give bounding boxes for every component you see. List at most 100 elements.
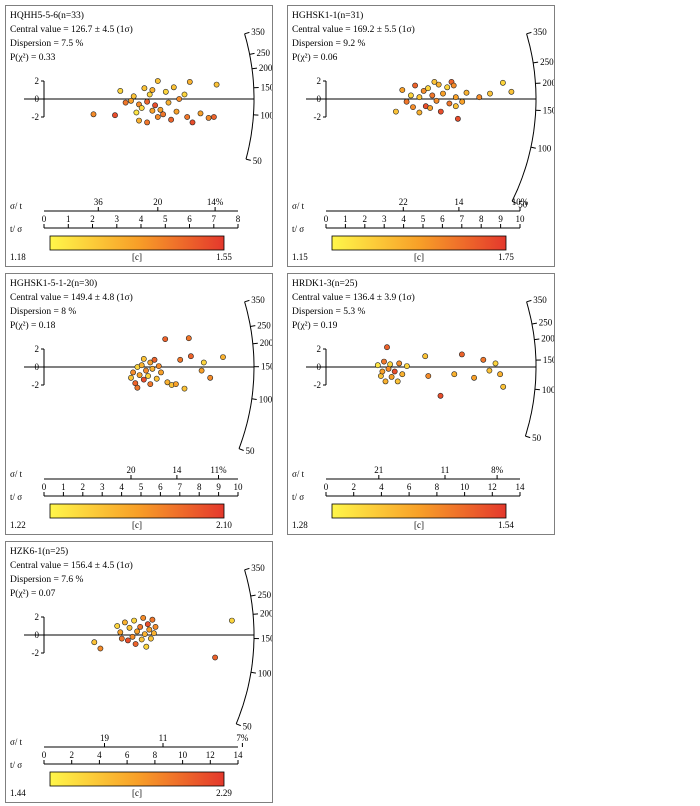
data-point <box>463 89 470 96</box>
colorbar-max-label: 1.54 <box>498 520 514 530</box>
x-tick-label: 10 <box>516 214 526 224</box>
data-point <box>486 367 493 374</box>
data-point <box>459 98 466 105</box>
radial-plot-panel-4: HRDK1-3(n=25) Central value = 136.4 ± 3.9… <box>287 273 555 535</box>
radial-scale-arc <box>524 301 537 437</box>
data-point <box>146 626 153 633</box>
y-tick-label: -2 <box>32 648 40 658</box>
arc-tick-label: 350 <box>251 295 265 305</box>
data-point <box>450 82 457 89</box>
data-point <box>425 373 432 379</box>
data-point <box>132 641 139 647</box>
data-point <box>150 630 157 637</box>
data-point <box>129 633 136 640</box>
data-point <box>165 99 172 106</box>
stat-line-2: Dispersion = 7.5 % <box>10 39 84 49</box>
data-point <box>207 374 214 381</box>
data-point <box>137 624 144 630</box>
data-point <box>425 85 431 92</box>
data-point <box>427 105 433 111</box>
arc-tick <box>238 448 244 451</box>
data-point <box>387 361 393 368</box>
data-point <box>198 367 205 374</box>
x-tick-label: 0 <box>42 214 47 224</box>
radial-plot-2: HGHSK1-1(n=31) Central value = 169.2 ± 5.… <box>292 10 556 262</box>
arc-tick <box>531 322 537 325</box>
x-tick-label: 7 <box>460 214 465 224</box>
data-point <box>181 385 188 392</box>
data-point <box>168 116 174 123</box>
x-tick-label: 4 <box>401 214 406 224</box>
x-axis-label: t/ σ <box>292 224 304 234</box>
data-point <box>136 372 143 378</box>
data-point <box>91 639 98 646</box>
data-point <box>200 359 207 366</box>
x-tick-label: 4 <box>119 482 124 492</box>
x-axis-label: t/ σ <box>10 492 22 502</box>
data-point <box>144 119 150 126</box>
y-tick-label: 0 <box>35 94 40 104</box>
arc-tick <box>251 398 257 400</box>
arc-tick-label: 250 <box>257 320 271 330</box>
data-point <box>220 354 226 360</box>
data-point <box>157 106 164 113</box>
plot-title: HQHH5-5-6(n=33) <box>10 10 84 21</box>
data-point <box>452 103 459 110</box>
plot-title: HGHSK1-1(n=31) <box>292 10 363 21</box>
colorbar <box>331 503 507 519</box>
colorbar-min-label: 1.44 <box>10 788 26 798</box>
sigma-tick-label: 20 <box>127 465 137 475</box>
data-point <box>149 87 156 93</box>
data-point <box>128 97 134 104</box>
data-point <box>492 360 499 367</box>
radial-scale-arc <box>511 33 537 202</box>
arc-tick-label: 200 <box>543 78 556 88</box>
stat-line-1: Central value = 126.7 ± 4.5 (1σ) <box>10 24 133 35</box>
x-axis-label: t/ σ <box>10 224 22 234</box>
sigma-tick-label: 11 <box>441 465 450 475</box>
x-tick-label: 0 <box>42 750 47 760</box>
colorbar-label: [c] <box>414 252 424 262</box>
data-point <box>433 97 440 104</box>
data-point <box>497 371 503 378</box>
x-tick-label: 14 <box>234 750 244 760</box>
data-point <box>134 384 141 391</box>
sigma-tick-label: 11% <box>210 465 227 475</box>
stat-line-2: Dispersion = 7.6 % <box>10 575 84 585</box>
colorbar-min-label: 1.28 <box>292 520 308 530</box>
data-point <box>500 383 507 390</box>
y-tick-label: 2 <box>317 76 322 86</box>
sigma-axis-label: σ/ t <box>292 469 305 479</box>
arc-tick <box>250 594 256 597</box>
colorbar-label: [c] <box>132 788 142 798</box>
data-point <box>437 392 444 399</box>
data-point <box>147 635 154 642</box>
colorbar-max-label: 2.29 <box>216 788 232 798</box>
stat-line-2: Dispersion = 5.3 % <box>292 307 366 317</box>
data-point <box>437 108 444 115</box>
data-point <box>144 98 150 105</box>
arc-tick <box>534 338 540 341</box>
x-tick-label: 4 <box>97 750 102 760</box>
data-point <box>176 96 183 102</box>
x-tick-label: 12 <box>488 482 497 492</box>
data-point <box>205 115 212 121</box>
data-point <box>162 88 169 95</box>
data-point <box>164 379 171 386</box>
data-point <box>141 631 148 637</box>
data-point <box>112 112 118 119</box>
data-point <box>197 110 204 117</box>
radial-plot-panel-3: HGHSK1-5-1-2(n=30) Central value = 149.4 … <box>5 273 273 535</box>
data-point <box>155 363 162 369</box>
data-point <box>446 100 453 107</box>
data-point <box>146 91 153 98</box>
x-tick-label: 6 <box>125 750 130 760</box>
plot-title: HGHSK1-5-1-2(n=30) <box>10 278 97 289</box>
data-point <box>399 87 406 93</box>
data-point <box>189 119 196 126</box>
data-point <box>384 344 390 351</box>
arc-tick-label: 50 <box>246 446 256 456</box>
arc-tick-label: 50 <box>253 156 262 166</box>
data-point <box>431 79 438 85</box>
sigma-tick-label: 11 <box>159 733 168 743</box>
